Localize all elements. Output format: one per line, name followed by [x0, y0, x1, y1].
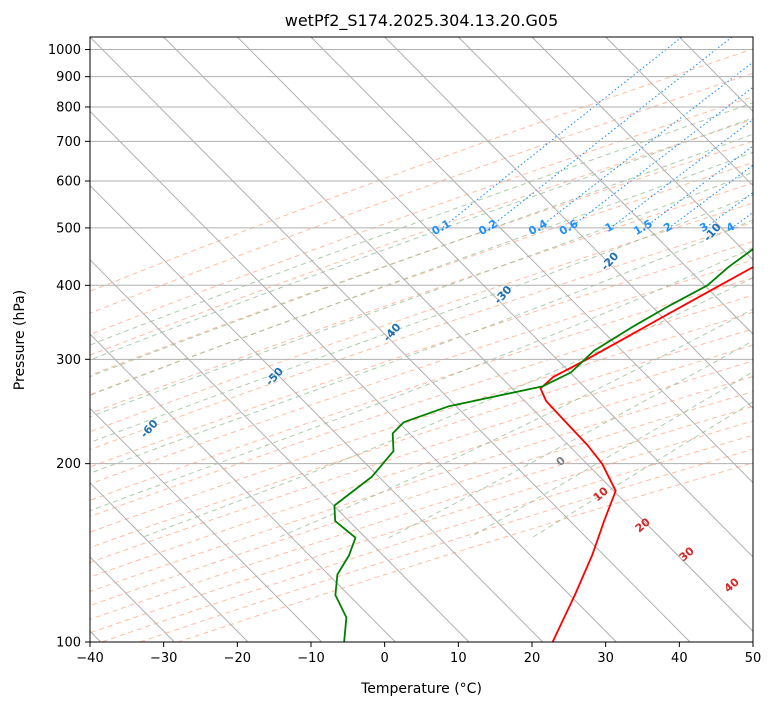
moist-adiabat-line: [90, 219, 753, 474]
moist-adiabat-line: [90, 102, 753, 346]
dry-adiabat-line: [90, 96, 753, 336]
y-tick-label: 400: [56, 279, 81, 294]
mixing-ratio-line: [538, 61, 753, 229]
dry-adiabat-line: [90, 72, 753, 314]
y-tick-label: 700: [56, 135, 81, 150]
x-tick-label: 20: [524, 651, 541, 666]
moist-adiabat-line: [90, 133, 753, 378]
x-tick-label: 0: [381, 651, 389, 666]
isotherm-line: [90, 37, 691, 642]
isotherm-line: [90, 333, 396, 642]
moist-adiabats: [90, 102, 753, 539]
x-tick-label: 40: [671, 651, 688, 666]
dry-adiabat-line: [90, 162, 753, 396]
dry-adiabat-line: [90, 375, 753, 593]
x-tick-label: −40: [76, 651, 103, 666]
y-tick-label: 200: [56, 457, 81, 472]
moist-adiabat-line: [90, 151, 753, 396]
x-tick-label: −10: [297, 651, 324, 666]
dry-adiabat-line: [90, 182, 753, 414]
isotherm-line: [531, 37, 753, 261]
isotherm-line: [90, 110, 617, 642]
y-tick-label: 800: [56, 100, 81, 115]
axes: −40 −30 −20 −10 0 10 20 30 40 50 100 200 300 400 500 60…: [48, 43, 761, 666]
y-tick-label: 100: [56, 636, 81, 651]
isotherm-line: [90, 259, 470, 642]
plot-area: [90, 37, 753, 642]
y-tick-label: 900: [56, 70, 81, 85]
moist-adiabat-line: [90, 247, 753, 512]
isotherm-line: [457, 37, 753, 335]
temperature-profile: [539, 266, 753, 642]
x-tick-label: 10: [450, 651, 467, 666]
isotherm-line: [605, 37, 753, 187]
x-tick-label: −20: [224, 651, 251, 666]
isotherm-line: [90, 481, 249, 642]
mixing-ratio-line: [441, 37, 683, 229]
y-axis-title: Pressure (hPa): [12, 290, 28, 390]
isotherm-line: [90, 184, 544, 642]
moist-adiabat-line: [388, 340, 753, 539]
dry-adiabat-line: [90, 360, 753, 578]
y-tick-label: 500: [56, 221, 81, 236]
isotherms: [90, 37, 753, 642]
x-tick-label: 30: [597, 651, 614, 666]
moist-adiabat-line: [141, 277, 753, 539]
isobars: [90, 49, 753, 642]
isotherm-line: [384, 37, 753, 410]
x-tick-label: 50: [745, 651, 762, 666]
moist-adiabat-line: [90, 171, 753, 418]
y-tick-label: 1000: [48, 43, 81, 58]
isotherm-line: [236, 37, 753, 558]
plot-frame: [89, 36, 754, 643]
mixing-ratio-lines: [441, 37, 753, 229]
y-tick-label: 300: [56, 353, 81, 368]
mixing-ratio-line: [610, 118, 753, 229]
y-tick-label: 600: [56, 174, 81, 189]
dry-adiabats: [90, 48, 753, 642]
dry-adiabat-line: [90, 240, 753, 468]
isotherm-line: [163, 37, 753, 632]
dewpoint-profile: [333, 248, 753, 642]
chart-title: wetPf2_S174.2025.304.13.20.G05: [285, 11, 559, 31]
x-axis-title: Temperature (°C): [360, 681, 482, 697]
isotherm-line: [90, 407, 323, 642]
mixing-ratio-line: [569, 86, 753, 229]
dry-adiabat-line: [90, 221, 753, 451]
dry-adiabat-line: [90, 277, 753, 501]
dry-adiabat-line: [90, 328, 753, 549]
moist-adiabat-line: [90, 194, 753, 443]
x-tick-label: −30: [150, 651, 177, 666]
